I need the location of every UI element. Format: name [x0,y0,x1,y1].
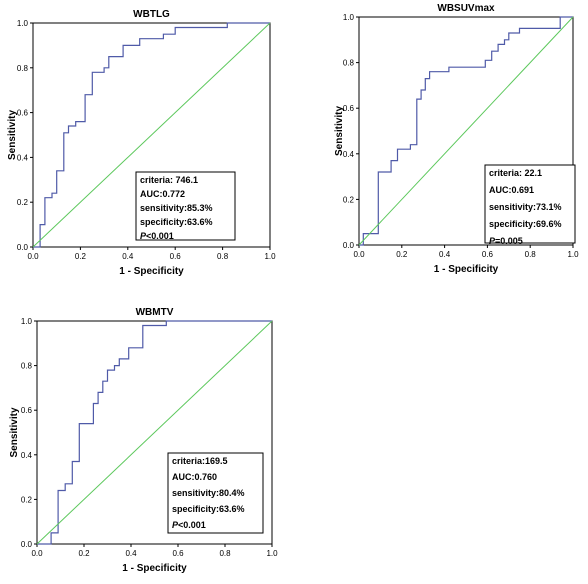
chart-title: WBMTV [136,307,174,318]
x-tick-label: 0.0 [353,250,365,259]
y-tick-label: 1.0 [21,317,33,326]
chart-title: WBTLG [133,9,170,20]
roc-curve [37,320,272,545]
plot-frame [358,16,574,246]
stats-box [484,164,576,244]
chart-title: WBSUVmax [437,3,495,14]
x-tick-label: 1.0 [567,250,579,259]
specificity-text: specificity:69.6% [489,219,562,229]
x-tick-label: 0.8 [525,250,537,259]
sensitivity-text: sensitivity:73.1% [489,202,562,212]
y-tick-label: 0.8 [21,362,33,371]
y-tick-label: 0.6 [21,406,33,415]
p-value-text: P<0.001 [172,520,206,530]
x-tick-label: 0.2 [75,252,87,261]
stats-box [135,171,236,241]
reference-line [36,320,273,545]
x-tick-label: 0.8 [217,252,229,261]
p-value-text: P<0.001 [140,231,174,241]
y-tick-label: 0.0 [343,241,355,250]
x-tick-label: 0.0 [31,549,43,558]
roc-panel-wbsuvmax: WBSUVmax 0.0 0.2 0.4 0.6 0.8 1.0 0.0 0.2 0.4 0.6 0.… [334,3,579,275]
x-tick-label: 0.6 [170,252,182,261]
criteria-text: criteria: 22.1 [489,168,542,178]
y-tick-label: 0.0 [17,243,29,252]
y-tick-label: 0.2 [343,195,355,204]
y-tick-label: 0.4 [21,451,33,460]
y-tick-label: 0.4 [343,150,355,159]
y-axis-title: Sensitivity [7,110,18,160]
y-tick-label: 0.4 [17,153,29,162]
x-tick-label: 0.0 [27,252,39,261]
p-value-text: P=0.005 [489,236,523,246]
x-tick-label: 0.8 [219,549,231,558]
specificity-text: specificity:63.6% [140,217,213,227]
criteria-text: criteria: 746.1 [140,175,198,185]
y-axis-title: Sensitivity [9,407,20,457]
sensitivity-text: sensitivity:80.4% [172,488,245,498]
roc-curve [33,22,270,248]
x-tick-label: 1.0 [264,252,276,261]
x-tick-label: 1.0 [266,549,278,558]
y-tick-label: 1.0 [17,19,29,28]
y-tick-label: 0.8 [343,59,355,68]
roc-panel-wbtlg: WBTLG 0.0 0.2 0.4 0.6 0.8 1.0 0.0 0.2 0.4 0.6 0.8 1.… [7,9,276,277]
reference-line [358,16,574,246]
y-tick-label: 0.6 [17,109,29,118]
plot-frame [32,22,271,248]
y-tick-label: 0.8 [17,64,29,73]
x-axis-title: 1 - Specificity [434,264,499,275]
criteria-text: criteria:169.5 [172,456,228,466]
y-tick-label: 0.6 [343,104,355,113]
y-tick-label: 0.0 [21,540,33,549]
sensitivity-text: sensitivity:85.3% [140,203,213,213]
auc-text: AUC:0.772 [140,189,185,199]
x-tick-label: 0.6 [482,250,494,259]
specificity-text: specificity:63.6% [172,504,245,514]
x-tick-label: 0.4 [439,250,451,259]
y-tick-label: 1.0 [343,13,355,22]
stats-box [167,452,264,534]
auc-text: AUC:0.760 [172,472,217,482]
x-tick-label: 0.2 [78,549,90,558]
auc-text: AUC:0.691 [489,185,534,195]
x-tick-label: 0.4 [122,252,134,261]
plot-frame [36,320,273,545]
x-tick-label: 0.2 [396,250,408,259]
x-tick-label: 0.6 [172,549,184,558]
roc-curve [359,16,573,246]
x-tick-label: 0.4 [125,549,137,558]
y-tick-label: 0.2 [17,198,29,207]
y-tick-label: 0.2 [21,495,33,504]
x-axis-title: 1 - Specificity [119,266,184,277]
roc-panel-wbmtv: WBMTV 0.0 0.2 0.4 0.6 0.8 1.0 0.0 0.2 0.4 0.6 0.8 1.… [9,307,278,574]
x-axis-title: 1 - Specificity [122,563,187,574]
reference-line [32,22,271,248]
y-axis-title: Sensitivity [334,106,345,156]
